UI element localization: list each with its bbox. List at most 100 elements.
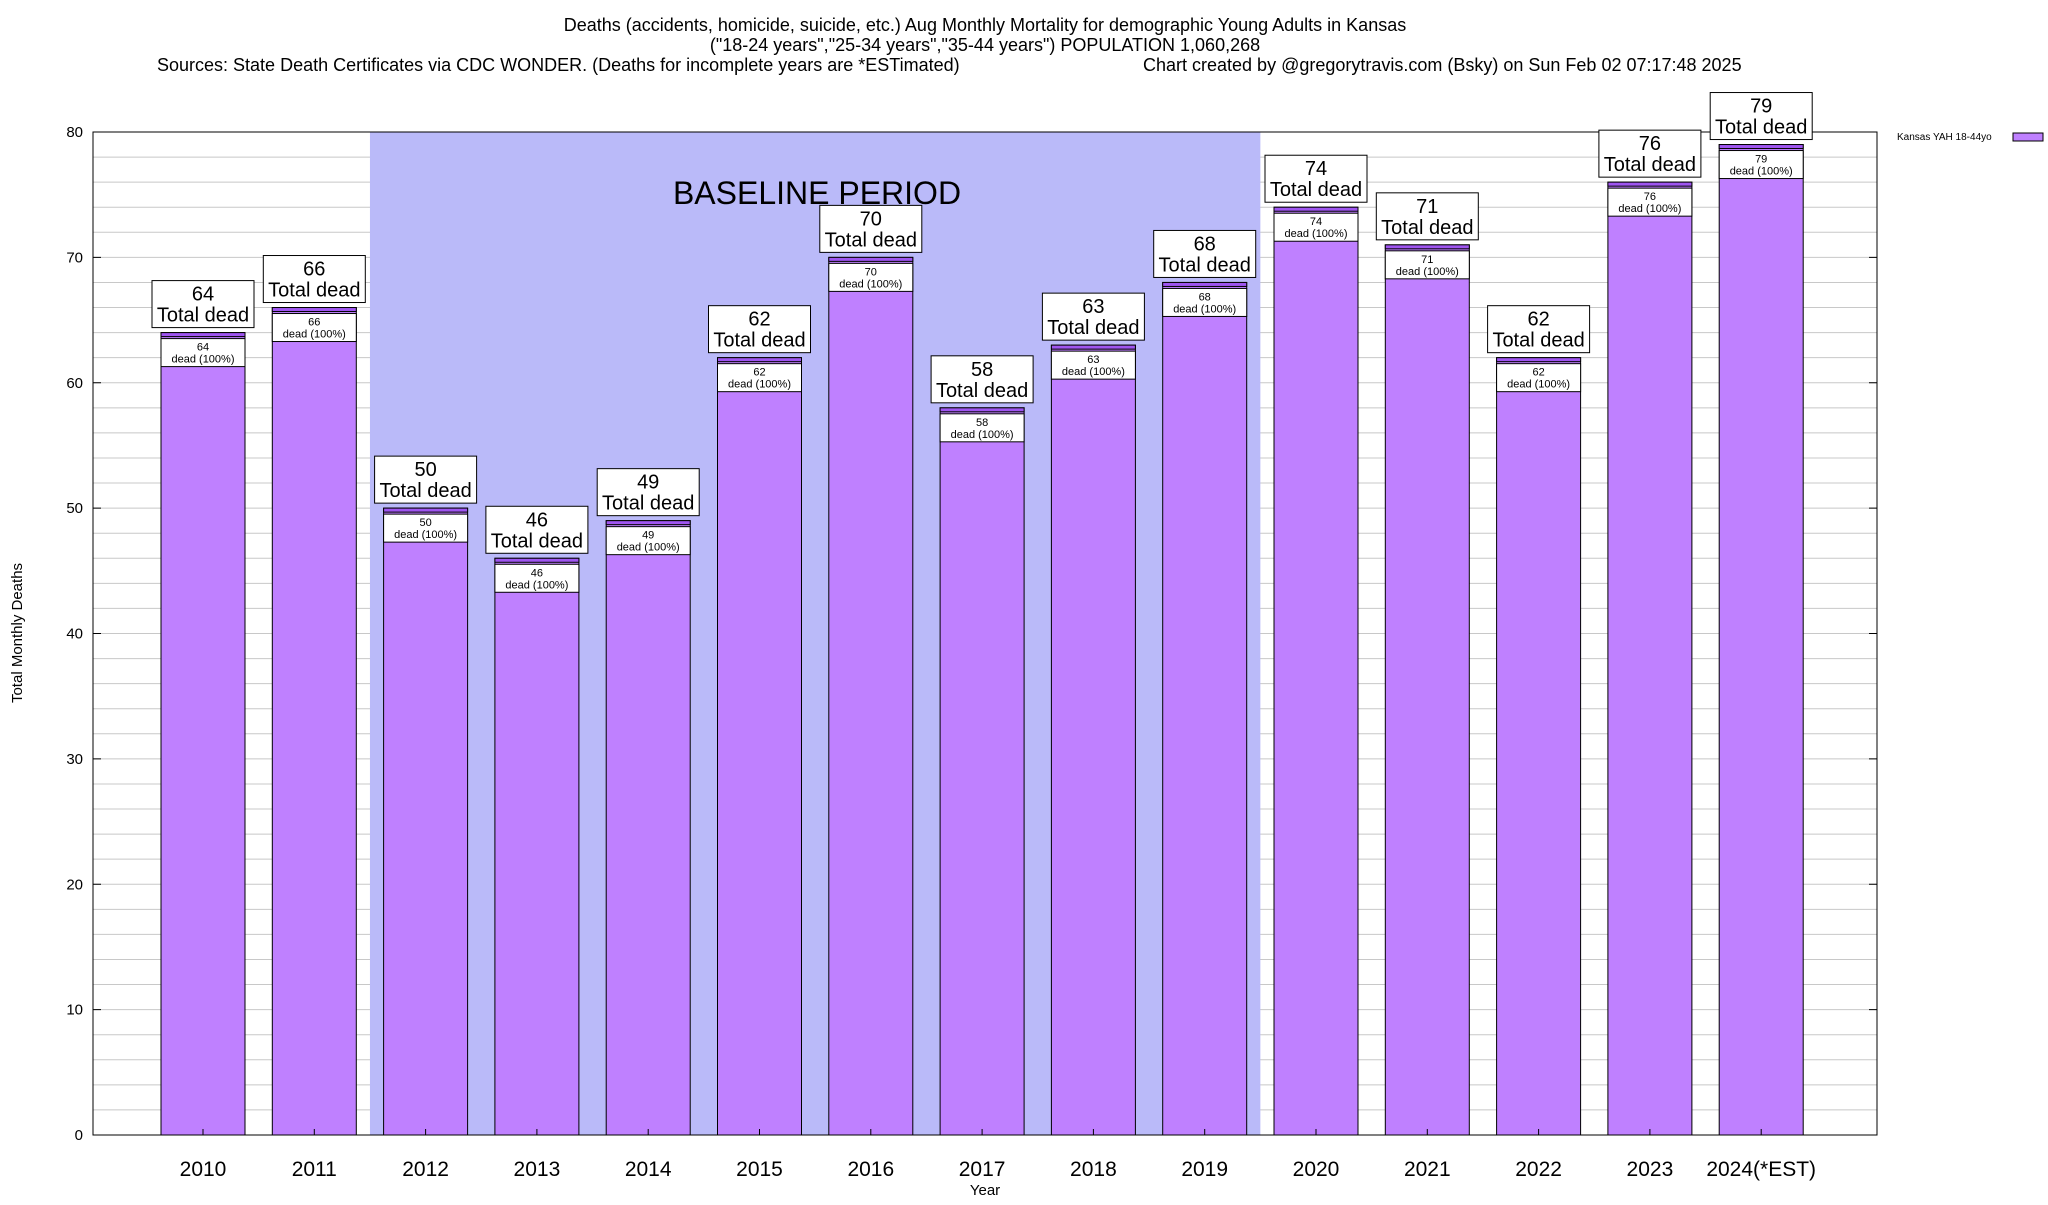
inner-label-box	[1496, 363, 1582, 393]
inner-label-box	[717, 363, 802, 393]
x-tick-label-2016: 2016	[847, 1158, 894, 1181]
outer-label-value: 62	[748, 309, 770, 331]
legend-label: Kansas YAH 18-44yo	[1897, 132, 1992, 143]
bar-2014	[605, 520, 691, 1136]
outer-label-text: Total dead	[713, 330, 805, 352]
bar-cap-2018	[1050, 344, 1136, 350]
bar-cap-2023	[1607, 181, 1693, 187]
outer-label-value: 49	[637, 472, 659, 494]
inner-label-box	[383, 513, 469, 543]
inner-label-value: 62	[753, 367, 765, 379]
inner-label-box	[1273, 212, 1359, 242]
outer-label-text: Total dead	[1159, 254, 1251, 276]
inner-label-text: dead (100%)	[1062, 366, 1125, 378]
bar-2013	[494, 557, 580, 1136]
inner-label-value: 68	[1199, 291, 1211, 303]
inner-label-box	[1384, 250, 1470, 280]
y-tick-label: 20	[66, 876, 83, 893]
bar-cap-2010	[160, 332, 246, 338]
inner-label-text: dead (100%)	[1285, 228, 1348, 240]
x-tick-label-2018: 2018	[1070, 1158, 1117, 1181]
bar-cap-2024(*EST)	[1718, 144, 1804, 150]
outer-label-value: 64	[192, 284, 214, 306]
outer-label-box	[1709, 92, 1813, 141]
bar-cap-2021	[1384, 244, 1470, 250]
outer-label-value: 50	[414, 459, 436, 481]
outer-label-box	[374, 455, 478, 504]
inner-label-value: 63	[1087, 354, 1099, 366]
inner-label-text: dead (100%)	[951, 429, 1014, 441]
outer-label-text: Total dead	[157, 305, 249, 327]
outer-label-box	[819, 204, 923, 253]
y-tick-label: 10	[66, 1002, 83, 1019]
inner-label-value: 64	[197, 342, 209, 354]
x-tick-label-2024(*EST): 2024(*EST)	[1706, 1158, 1816, 1181]
outer-label-value: 58	[971, 359, 993, 381]
y-tick-label: 50	[66, 500, 83, 517]
bar-cap-2015	[717, 357, 802, 363]
inner-label-text: dead (100%)	[839, 278, 902, 290]
outer-label-box	[1264, 154, 1368, 203]
bar-2023	[1607, 181, 1693, 1136]
x-tick-label-2013: 2013	[514, 1158, 561, 1181]
outer-label-value: 70	[860, 208, 882, 230]
outer-label-text: Total dead	[268, 280, 360, 302]
bar-cap-2019	[1162, 281, 1248, 287]
y-tick-label: 40	[66, 626, 83, 643]
bar-2016	[828, 256, 914, 1136]
baseline-period-label: BASELINE PERIOD	[673, 175, 961, 211]
outer-label-box	[1487, 305, 1591, 354]
x-tick-label-2022: 2022	[1515, 1158, 1562, 1181]
bar-cap-2017	[939, 407, 1025, 413]
bar-2019	[1162, 281, 1248, 1136]
inner-label-value: 49	[642, 530, 654, 542]
y-axis-ticks: 0 10 20 30 40 50 60 70 80	[66, 124, 1877, 1144]
outer-label-value: 62	[1527, 309, 1549, 331]
bar-2015	[717, 357, 802, 1136]
inner-label-box	[1050, 350, 1136, 380]
inner-label-value: 76	[1644, 191, 1656, 203]
bar-2010	[160, 332, 246, 1136]
inner-label-text: dead (100%)	[1396, 266, 1459, 278]
inner-label-value: 70	[865, 266, 877, 278]
inner-label-text: dead (100%)	[1730, 166, 1793, 178]
outer-label-box	[485, 505, 589, 554]
outer-label-value: 79	[1750, 96, 1772, 118]
x-tick-label-2014: 2014	[625, 1158, 672, 1181]
inner-label-box	[828, 262, 914, 292]
outer-label-text: Total dead	[1047, 317, 1139, 339]
bar-cap-2013	[494, 557, 580, 563]
inner-label-value: 74	[1310, 216, 1322, 228]
bar-2012	[383, 507, 469, 1136]
outer-label-text: Total dead	[491, 530, 583, 552]
inner-label-value: 79	[1755, 154, 1767, 166]
outer-label-box	[596, 468, 700, 517]
inner-label-value: 66	[308, 317, 320, 329]
outer-label-value: 63	[1082, 296, 1104, 318]
outer-label-box	[1598, 129, 1702, 178]
inner-label-value: 58	[976, 417, 988, 429]
inner-label-text: dead (100%)	[1173, 303, 1236, 315]
inner-label-box	[939, 413, 1025, 443]
bar-2018	[1050, 344, 1136, 1136]
y-tick-label: 30	[66, 751, 83, 768]
outer-label-box	[708, 305, 811, 354]
inner-label-box	[605, 526, 691, 556]
y-axis-label: Total Monthly Deaths	[9, 563, 26, 703]
outer-label-box	[1041, 292, 1145, 341]
x-tick-label-2010: 2010	[180, 1158, 227, 1181]
bar-cap-2022	[1496, 357, 1582, 363]
bar-cap-2012	[383, 507, 469, 513]
inner-label-value: 62	[1532, 367, 1544, 379]
outer-label-box	[1375, 192, 1479, 241]
bar-cap-2011	[271, 307, 357, 313]
outer-label-text: Total dead	[1492, 330, 1584, 352]
bar-cap-2014	[605, 520, 691, 526]
x-tick-label-2015: 2015	[736, 1158, 783, 1181]
outer-label-value: 76	[1639, 133, 1661, 155]
outer-label-text: Total dead	[1381, 217, 1473, 239]
bar-cap-2020	[1273, 206, 1359, 212]
